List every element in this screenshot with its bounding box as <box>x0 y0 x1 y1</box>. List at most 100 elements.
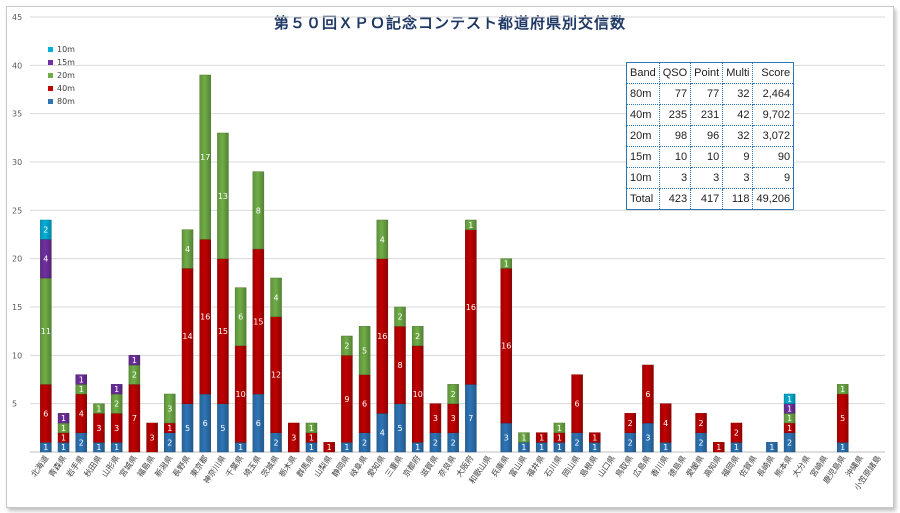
x-tick-label: 千葉県 <box>223 453 245 478</box>
x-tick-label: 秋田県 <box>82 453 104 478</box>
data-label: 1 <box>521 434 526 443</box>
table-row: 40m 235 231 42 9,702 <box>626 104 795 126</box>
score-table: Band QSO Point Multi Score 80m 77 77 32 … <box>626 62 795 210</box>
legend-label: 15m <box>57 58 75 67</box>
bar-segment-15m <box>110 384 123 395</box>
data-label: 8 <box>256 206 261 215</box>
bar-segment-15m <box>75 374 88 385</box>
data-label: 5 <box>397 424 402 433</box>
bar-segment-15m <box>57 413 70 424</box>
data-label: 1 <box>663 443 668 452</box>
data-label: 1 <box>43 443 48 452</box>
x-tick-label: 熊本県 <box>772 453 794 478</box>
data-label: 16 <box>377 332 387 341</box>
bar-segment-20m <box>93 403 105 414</box>
table-row: 80m 77 77 32 2,464 <box>626 83 795 105</box>
table-cell: Total <box>626 188 660 210</box>
data-label: 4 <box>79 409 84 418</box>
data-label: 16 <box>200 313 210 322</box>
data-label: 4 <box>43 255 48 264</box>
table-row-total: Total 423 417 118 49,206 <box>626 188 795 210</box>
bar-segment-20m <box>553 422 566 433</box>
data-label: 1 <box>309 434 314 443</box>
data-label: 1 <box>114 443 119 452</box>
data-label: 8 <box>397 361 402 370</box>
x-tick-label: 徳島県 <box>666 453 688 478</box>
x-tick-label: 佐賀県 <box>737 453 759 478</box>
data-label: 1 <box>557 424 562 433</box>
data-label: 10 <box>413 390 423 399</box>
x-tick-label: 富山県 <box>507 453 529 478</box>
data-label: 2 <box>699 419 704 428</box>
data-label: 2 <box>397 313 402 322</box>
legend-label: 10m <box>57 45 75 54</box>
data-label: 15 <box>218 327 228 336</box>
data-label: 15 <box>253 318 263 327</box>
bar-segment-20m <box>411 326 424 346</box>
data-label: 1 <box>468 221 473 230</box>
bar-segment-20m <box>376 219 389 259</box>
table-cell: 80m <box>626 83 660 105</box>
data-label: 16 <box>466 303 476 312</box>
table-cell: 96 <box>690 125 724 147</box>
table-cell: 417 <box>690 188 724 210</box>
data-label: 2 <box>43 226 48 235</box>
data-label: 5 <box>220 424 225 433</box>
x-tick-label: 大分県 <box>790 453 812 478</box>
table-cell: 3 <box>690 167 724 189</box>
data-label: 1 <box>61 434 66 443</box>
data-label: 10 <box>236 390 246 399</box>
data-label: 1 <box>734 443 739 452</box>
x-tick-label: 島根県 <box>577 453 599 478</box>
data-label: 2 <box>433 438 438 447</box>
x-tick-label: 北海道 <box>29 453 51 478</box>
data-label: 3 <box>96 424 101 433</box>
table-row: 15m 10 10 9 90 <box>626 146 795 168</box>
x-tick-label: 茨城県 <box>259 453 281 478</box>
data-label: 2 <box>628 438 633 447</box>
data-label: 7 <box>132 414 137 423</box>
header-multi: Multi <box>722 62 754 84</box>
x-tick-label: 高知県 <box>701 453 723 478</box>
data-label: 3 <box>451 414 456 423</box>
data-label: 1 <box>61 424 66 433</box>
x-tick-label: 宮城県 <box>117 453 139 478</box>
table-cell: 3 <box>722 167 754 189</box>
data-label: 2 <box>362 438 367 447</box>
data-label: 1 <box>592 443 597 452</box>
table-cell: 9 <box>752 167 795 189</box>
bar-segment-40m <box>429 403 442 433</box>
bar-segment-20m <box>270 277 282 317</box>
data-label: 3 <box>433 414 438 423</box>
y-tick-label: 45 <box>12 13 22 22</box>
x-tick-label: 長野県 <box>171 454 192 479</box>
header-point: Point <box>690 62 724 84</box>
data-label: 13 <box>218 192 228 201</box>
x-tick-label: 栃木県 <box>276 453 298 478</box>
data-label: 5 <box>362 347 367 356</box>
bar-segment-10m <box>783 393 796 404</box>
table-cell: 3 <box>658 167 692 189</box>
x-tick-label: 香川県 <box>648 453 670 478</box>
bar-segment-40m <box>146 422 158 453</box>
bar-segment-20m <box>252 171 265 250</box>
bar-segment-20m <box>447 384 459 404</box>
x-tick-label: 岩手県 <box>64 453 86 478</box>
y-tick-label: 10 <box>12 351 22 360</box>
x-tick-label: 広島県 <box>631 453 653 478</box>
x-tick-label: 兵庫県 <box>489 453 511 478</box>
data-label: 1 <box>415 443 420 452</box>
bar-segment-20m <box>164 393 176 424</box>
bar-segment-20m <box>394 306 406 327</box>
bar-segment-40m <box>571 374 583 433</box>
data-label: 2 <box>274 438 279 447</box>
data-label: 1 <box>96 443 101 452</box>
table-cell: 10 <box>690 146 724 168</box>
data-label: 1 <box>114 385 119 394</box>
table-cell: 118 <box>722 188 754 210</box>
x-tick-label: 岡山県 <box>560 453 582 478</box>
table-row: 20m 98 96 32 3,072 <box>626 125 795 147</box>
data-label: 2 <box>415 332 420 341</box>
table-cell: 9 <box>722 146 754 168</box>
data-label: 1 <box>79 376 84 385</box>
